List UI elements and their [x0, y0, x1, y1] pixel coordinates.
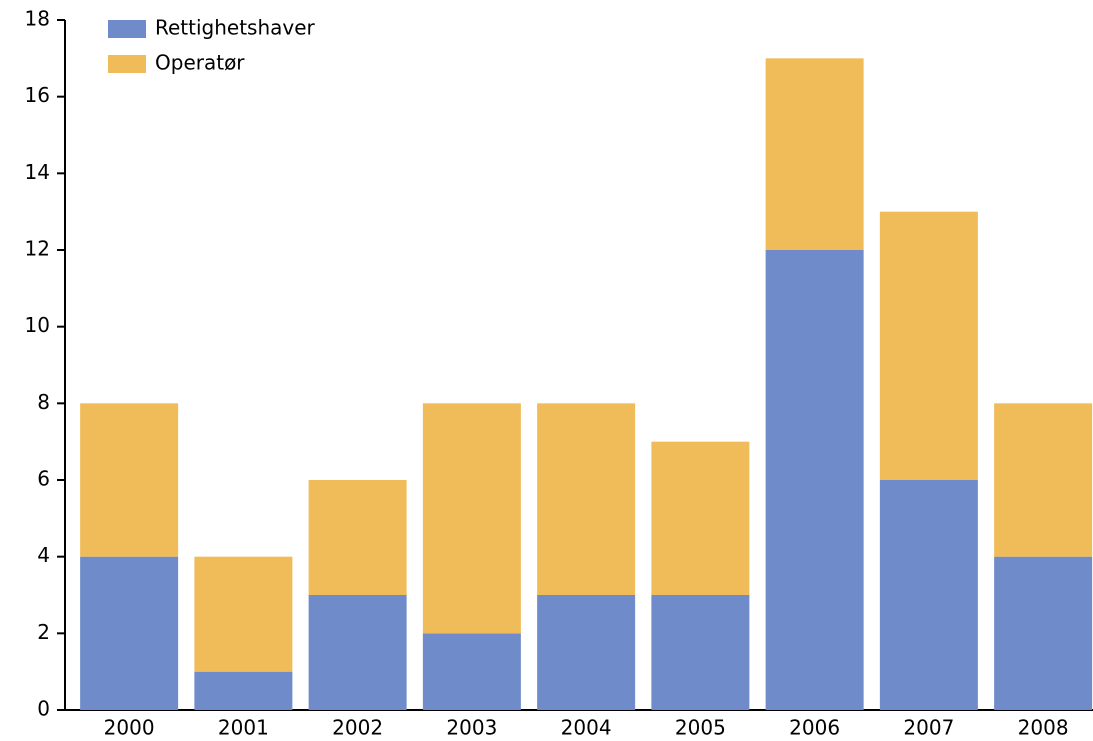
- y-tick-label: 10: [25, 313, 50, 337]
- legend-swatch: [108, 20, 146, 38]
- x-tick-label: 2003: [446, 716, 497, 740]
- bar-segment: [879, 211, 978, 480]
- bar-segment: [765, 58, 864, 251]
- x-tick-label: 2001: [218, 716, 269, 740]
- x-tick-label: 2005: [675, 716, 726, 740]
- bar-segment: [308, 595, 407, 710]
- y-tick-label: 18: [25, 7, 50, 31]
- bar-segment: [308, 480, 407, 595]
- legend-label: Rettighetshaver: [155, 16, 316, 40]
- y-tick-label: 4: [37, 543, 50, 567]
- bar-segment: [422, 633, 521, 710]
- bar-segment: [80, 403, 179, 557]
- x-tick-label: 2000: [104, 716, 155, 740]
- bar-segment: [765, 250, 864, 710]
- bar-segment: [537, 403, 636, 595]
- y-tick-label: 14: [25, 160, 50, 184]
- legend-swatch: [108, 55, 146, 73]
- y-tick-label: 2: [37, 620, 50, 644]
- y-tick-label: 0: [37, 697, 50, 721]
- legend-label: Operatør: [155, 51, 245, 75]
- x-tick-label: 2002: [332, 716, 383, 740]
- y-tick-label: 8: [37, 390, 50, 414]
- bar-segment: [80, 556, 179, 710]
- x-tick-label: 2008: [1018, 716, 1069, 740]
- bar-segment: [537, 595, 636, 710]
- bar-segment: [651, 441, 750, 595]
- x-tick-label: 2006: [789, 716, 840, 740]
- bar-segment: [994, 556, 1093, 710]
- bar-segment: [879, 480, 978, 710]
- bar-segment: [194, 671, 293, 710]
- y-tick-label: 16: [25, 83, 50, 107]
- bar-segment: [194, 556, 293, 672]
- y-tick-label: 12: [25, 237, 50, 261]
- bar-segment: [994, 403, 1093, 557]
- y-tick-label: 6: [37, 467, 50, 491]
- x-tick-label: 2004: [561, 716, 612, 740]
- x-tick-label: 2007: [903, 716, 954, 740]
- bar-segment: [422, 403, 521, 634]
- bar-segment: [651, 595, 750, 710]
